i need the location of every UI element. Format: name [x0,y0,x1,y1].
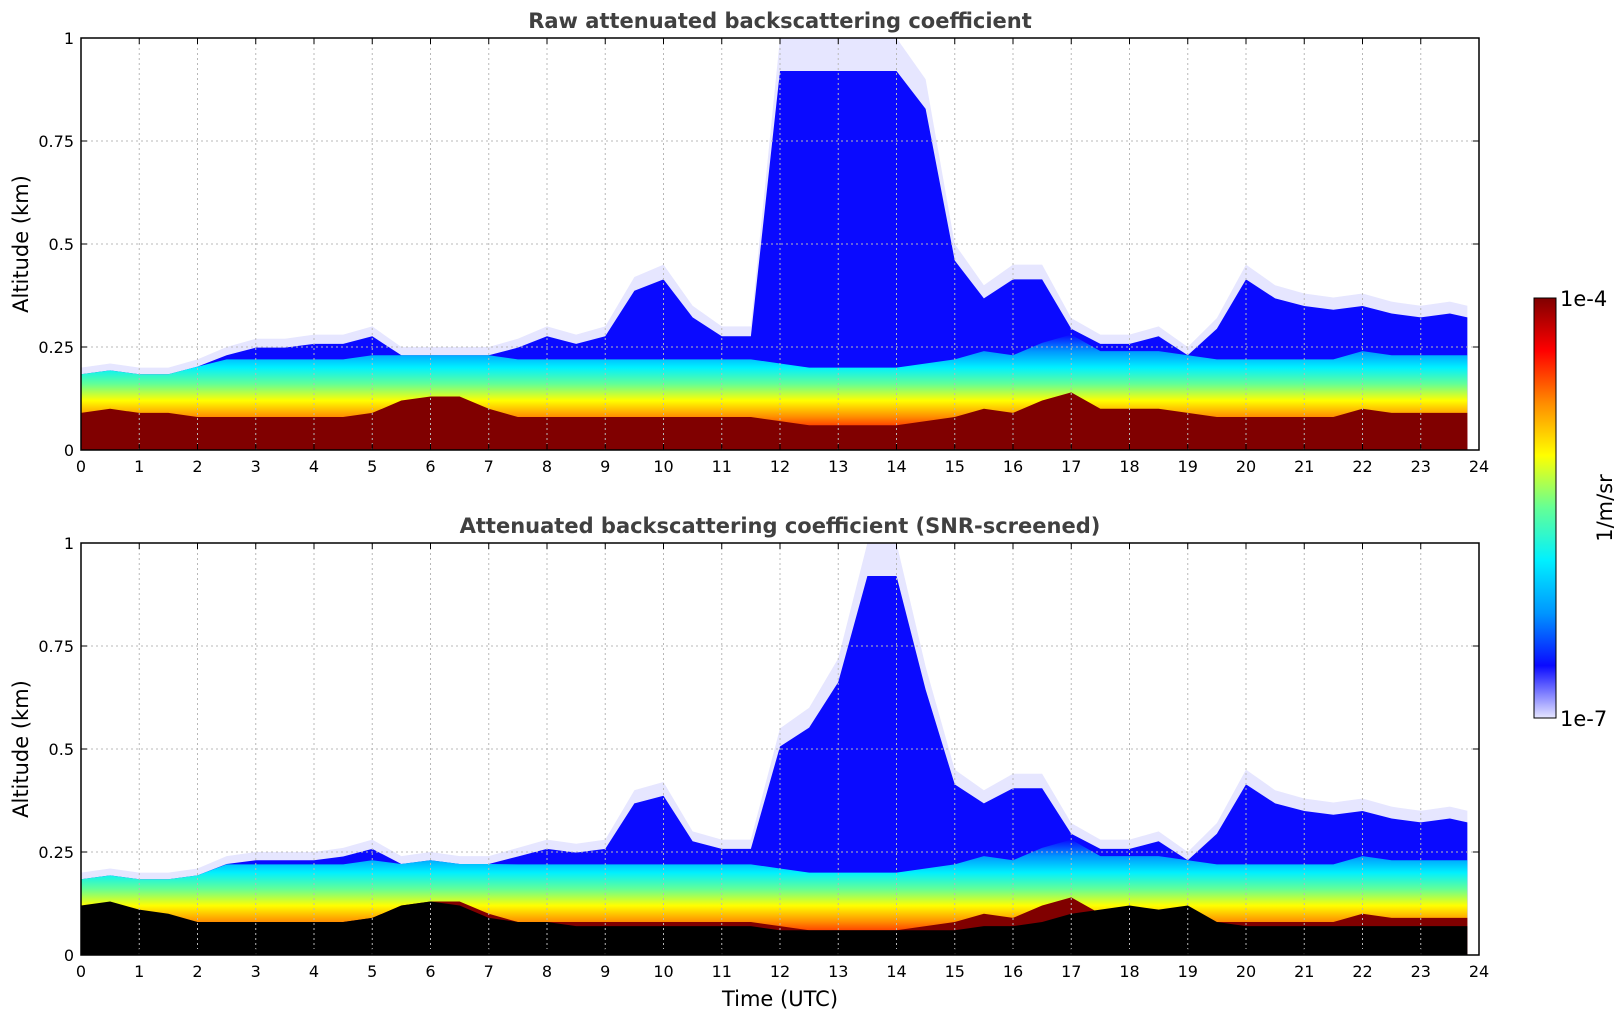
x-tick-label: 13 [828,962,848,981]
panel-raw-x-axis: 0 1 2 3 4 5 6 7 8 9 10 11 12 13 14 15 16 17 18 19 20 21 22 23 24 [76,38,1489,476]
y-tick-label: 0.75 [38,637,74,656]
x-tick-label: 24 [1469,457,1489,476]
x-tick-label: 17 [1061,962,1081,981]
x-tick-label: 15 [945,962,965,981]
x-tick-label: 23 [1411,457,1431,476]
x-tick-label: 13 [828,457,848,476]
x-tick-label: 1 [134,962,144,981]
aerosol-layer-strong [81,392,1468,450]
panel-screened-y-axis: 0 0.25 0.5 0.75 1 [38,534,1479,965]
x-tick-label: 15 [945,457,965,476]
x-tick-label: 22 [1352,457,1372,476]
x-tick-label: 20 [1236,457,1256,476]
x-tick-label: 7 [484,962,494,981]
panel-raw-title: Raw attenuated backscattering coefficien… [528,9,1032,33]
x-tick-label: 11 [712,962,732,981]
x-tick-label: 24 [1469,962,1489,981]
x-tick-label: 21 [1294,457,1314,476]
x-tick-label: 5 [367,457,377,476]
y-tick-label: 1 [64,534,74,553]
x-tick-label: 16 [1003,457,1023,476]
panel-raw-grid [81,38,1479,450]
x-tick-label: 3 [251,457,261,476]
x-tick-label: 0 [76,457,86,476]
y-tick-label: 0.5 [49,740,74,759]
x-tick-label: 1 [134,457,144,476]
colorbar-max-label: 1e-4 [1560,287,1607,311]
x-tick-label: 4 [309,457,319,476]
x-tick-label: 6 [425,457,435,476]
x-tick-label: 10 [653,457,673,476]
x-tick-label: 7 [484,457,494,476]
x-tick-label: 14 [886,457,906,476]
x-tick-label: 19 [1178,962,1198,981]
x-tick-label: 6 [425,962,435,981]
y-tick-label: 0.25 [38,338,74,357]
x-tick-label: 17 [1061,457,1081,476]
colorbar-gradient [1533,297,1557,719]
x-tick-label: 9 [600,457,610,476]
x-tick-label: 14 [886,962,906,981]
panel-screened-grid [81,543,1479,955]
x-tick-label: 2 [192,962,202,981]
y-tick-label: 0 [64,441,74,460]
y-tick-label: 0.75 [38,132,74,151]
x-tick-label: 22 [1352,962,1372,981]
x-tick-label: 0 [76,962,86,981]
panel-screened: Attenuated backscattering coefficient (S… [9,514,1489,1011]
panel-screened-x-label: Time (UTC) [721,987,838,1011]
colorbar-unit-label: 1/m/sr [1593,474,1617,542]
colorbar-min-label: 1e-7 [1560,707,1607,731]
x-tick-label: 16 [1003,962,1023,981]
x-tick-label: 20 [1236,962,1256,981]
screened-mask-region [81,901,1468,955]
x-tick-label: 23 [1411,962,1431,981]
x-tick-label: 12 [770,962,790,981]
panel-raw-y-axis: 0 0.25 0.5 0.75 1 [38,29,1479,460]
x-tick-label: 18 [1119,457,1139,476]
y-tick-label: 0.25 [38,843,74,862]
panel-screened-heatmap [81,543,1468,955]
x-tick-label: 11 [712,457,732,476]
x-tick-label: 3 [251,962,261,981]
x-tick-label: 19 [1178,457,1198,476]
x-tick-label: 8 [542,962,552,981]
x-tick-label: 21 [1294,962,1314,981]
panel-raw: Raw attenuated backscattering coefficien… [9,9,1489,476]
y-tick-label: 0.5 [49,235,74,254]
x-tick-label: 5 [367,962,377,981]
x-tick-label: 12 [770,457,790,476]
x-tick-label: 10 [653,962,673,981]
y-tick-label: 1 [64,29,74,48]
panel-screened-y-label: Altitude (km) [9,680,33,818]
x-tick-label: 9 [600,962,610,981]
x-tick-label: 8 [542,457,552,476]
x-tick-label: 2 [192,457,202,476]
panel-screened-title: Attenuated backscattering coefficient (S… [460,514,1101,538]
x-tick-label: 18 [1119,962,1139,981]
colorbar: 1e-4 1e-7 1/m/sr [1533,287,1617,731]
y-tick-label: 0 [64,946,74,965]
panel-screened-x-axis: 0 1 2 3 4 5 6 7 8 9 10 11 12 13 14 15 16 17 18 19 20 21 22 23 24 [76,543,1489,981]
panel-raw-y-label: Altitude (km) [9,175,33,313]
x-tick-label: 4 [309,962,319,981]
panel-raw-heatmap [81,38,1468,450]
